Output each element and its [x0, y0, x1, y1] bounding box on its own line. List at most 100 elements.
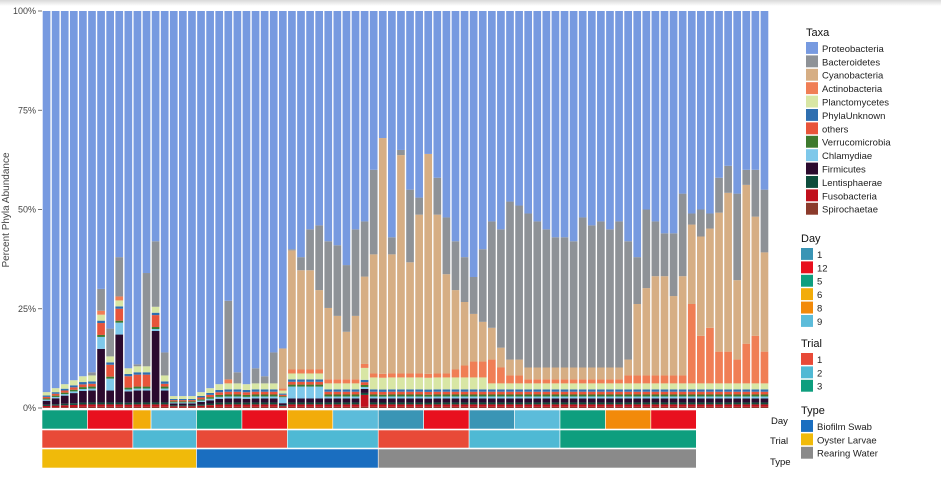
- bar-segment: [415, 197, 423, 215]
- bar-segment: [142, 366, 151, 373]
- bar-segment: [624, 359, 632, 376]
- bar-segment: [315, 373, 324, 380]
- bar-segment: [569, 389, 578, 392]
- bar-segment: [533, 402, 542, 405]
- bar-segment: [51, 388, 60, 393]
- bar-segment: [433, 391, 442, 395]
- bar-segment: [351, 379, 360, 384]
- bar-segment: [606, 406, 614, 408]
- bar-segment: [251, 394, 260, 397]
- bar-segment: [460, 257, 469, 303]
- bar-segment: [79, 382, 87, 385]
- bar-segment: [697, 383, 705, 390]
- bar-segment: [615, 389, 623, 392]
- bar-segment: [633, 257, 642, 304]
- bar-segment: [487, 389, 496, 392]
- bar-segment: [88, 386, 96, 389]
- bar-segment: [706, 406, 714, 408]
- bar-segment: [724, 165, 732, 193]
- bar-segment: [760, 404, 769, 407]
- bar-segment: [406, 396, 414, 399]
- bar-segment: [142, 374, 151, 387]
- bar-segment: [724, 391, 732, 395]
- bar-segment: [160, 390, 169, 403]
- bar-segment: [497, 347, 505, 368]
- bar-segment: [424, 404, 433, 407]
- bar-segment: [487, 396, 496, 399]
- bar-segment: [760, 398, 769, 403]
- legend-label-type: Rearing Water: [817, 449, 878, 460]
- legend-swatch-taxa: [806, 82, 818, 95]
- bar-segment: [706, 391, 714, 395]
- bar-segment: [587, 404, 596, 407]
- bar-segment-proteobacteria: [133, 11, 142, 365]
- bar-segment: [642, 375, 651, 384]
- legend-label-day: 9: [817, 317, 822, 328]
- bar-segment: [578, 391, 587, 395]
- bar-segment: [497, 367, 505, 384]
- bar-segment: [578, 379, 587, 384]
- bar-segment: [115, 402, 124, 405]
- bar-segment: [433, 377, 442, 390]
- bar-segment: [642, 394, 651, 397]
- bar-segment: [751, 335, 760, 384]
- bar-segment: [542, 404, 551, 407]
- bar-segment: [642, 402, 651, 405]
- bar-segment: [506, 396, 514, 399]
- bar-segment: [260, 402, 269, 405]
- bar-segment: [42, 400, 51, 405]
- bar-segment: [669, 406, 678, 408]
- bar-segment: [442, 406, 451, 408]
- bar-segment-proteobacteria: [587, 11, 596, 226]
- bar-segment: [215, 396, 224, 399]
- bar-segment: [169, 401, 178, 403]
- bar-segment: [578, 389, 587, 392]
- bar-segment: [715, 404, 723, 407]
- bar-segment-proteobacteria: [51, 11, 60, 389]
- bar-segment: [524, 391, 533, 395]
- legend-swatch-day: [801, 248, 813, 260]
- bar-segment: [360, 379, 369, 383]
- bar-segment: [742, 343, 751, 384]
- bar-segment: [297, 386, 305, 399]
- bar-segment: [79, 384, 87, 388]
- bar-segment: [197, 395, 205, 398]
- bar-segment: [669, 375, 678, 384]
- bar-segment: [351, 398, 360, 403]
- bar-segment: [151, 406, 160, 408]
- bar-segment-proteobacteria: [251, 11, 260, 369]
- bar-segment: [215, 402, 224, 405]
- bar-segment: [297, 270, 305, 370]
- bar-segment: [715, 396, 723, 399]
- bar-segment: [615, 221, 623, 368]
- bar-segment: [197, 405, 205, 408]
- bar-segment: [369, 391, 378, 395]
- bar-segment: [678, 398, 687, 403]
- legend-label-taxa: Spirochaetae: [822, 205, 878, 216]
- bar-segment-proteobacteria: [360, 11, 369, 222]
- y-tick-label: 50%: [18, 205, 36, 215]
- bar-segment: [487, 383, 496, 390]
- bar-segment: [687, 213, 696, 225]
- bar-segment: [388, 402, 396, 405]
- bar-segment: [415, 398, 423, 403]
- bar-segment: [660, 394, 669, 397]
- bar-segment: [706, 404, 714, 407]
- bar-segment: [88, 381, 96, 384]
- bar-segment-proteobacteria: [115, 11, 124, 258]
- bar-segment-proteobacteria: [206, 11, 214, 389]
- bar-segment: [497, 406, 505, 408]
- legend-label-taxa: Bacteroidetes: [822, 57, 880, 68]
- bar-segment: [651, 404, 660, 407]
- bar-segment: [615, 394, 623, 397]
- bar-segment: [260, 389, 269, 392]
- bar-segment: [260, 404, 269, 407]
- bar-segment: [751, 391, 760, 395]
- bar-segment: [342, 383, 351, 390]
- bar-segment-proteobacteria: [515, 11, 523, 206]
- legend-swatch-trial: [801, 366, 813, 379]
- bar-segment: [88, 406, 96, 408]
- bar-segment: [79, 402, 87, 405]
- bar-segment: [469, 391, 478, 395]
- bar-segment: [451, 391, 460, 395]
